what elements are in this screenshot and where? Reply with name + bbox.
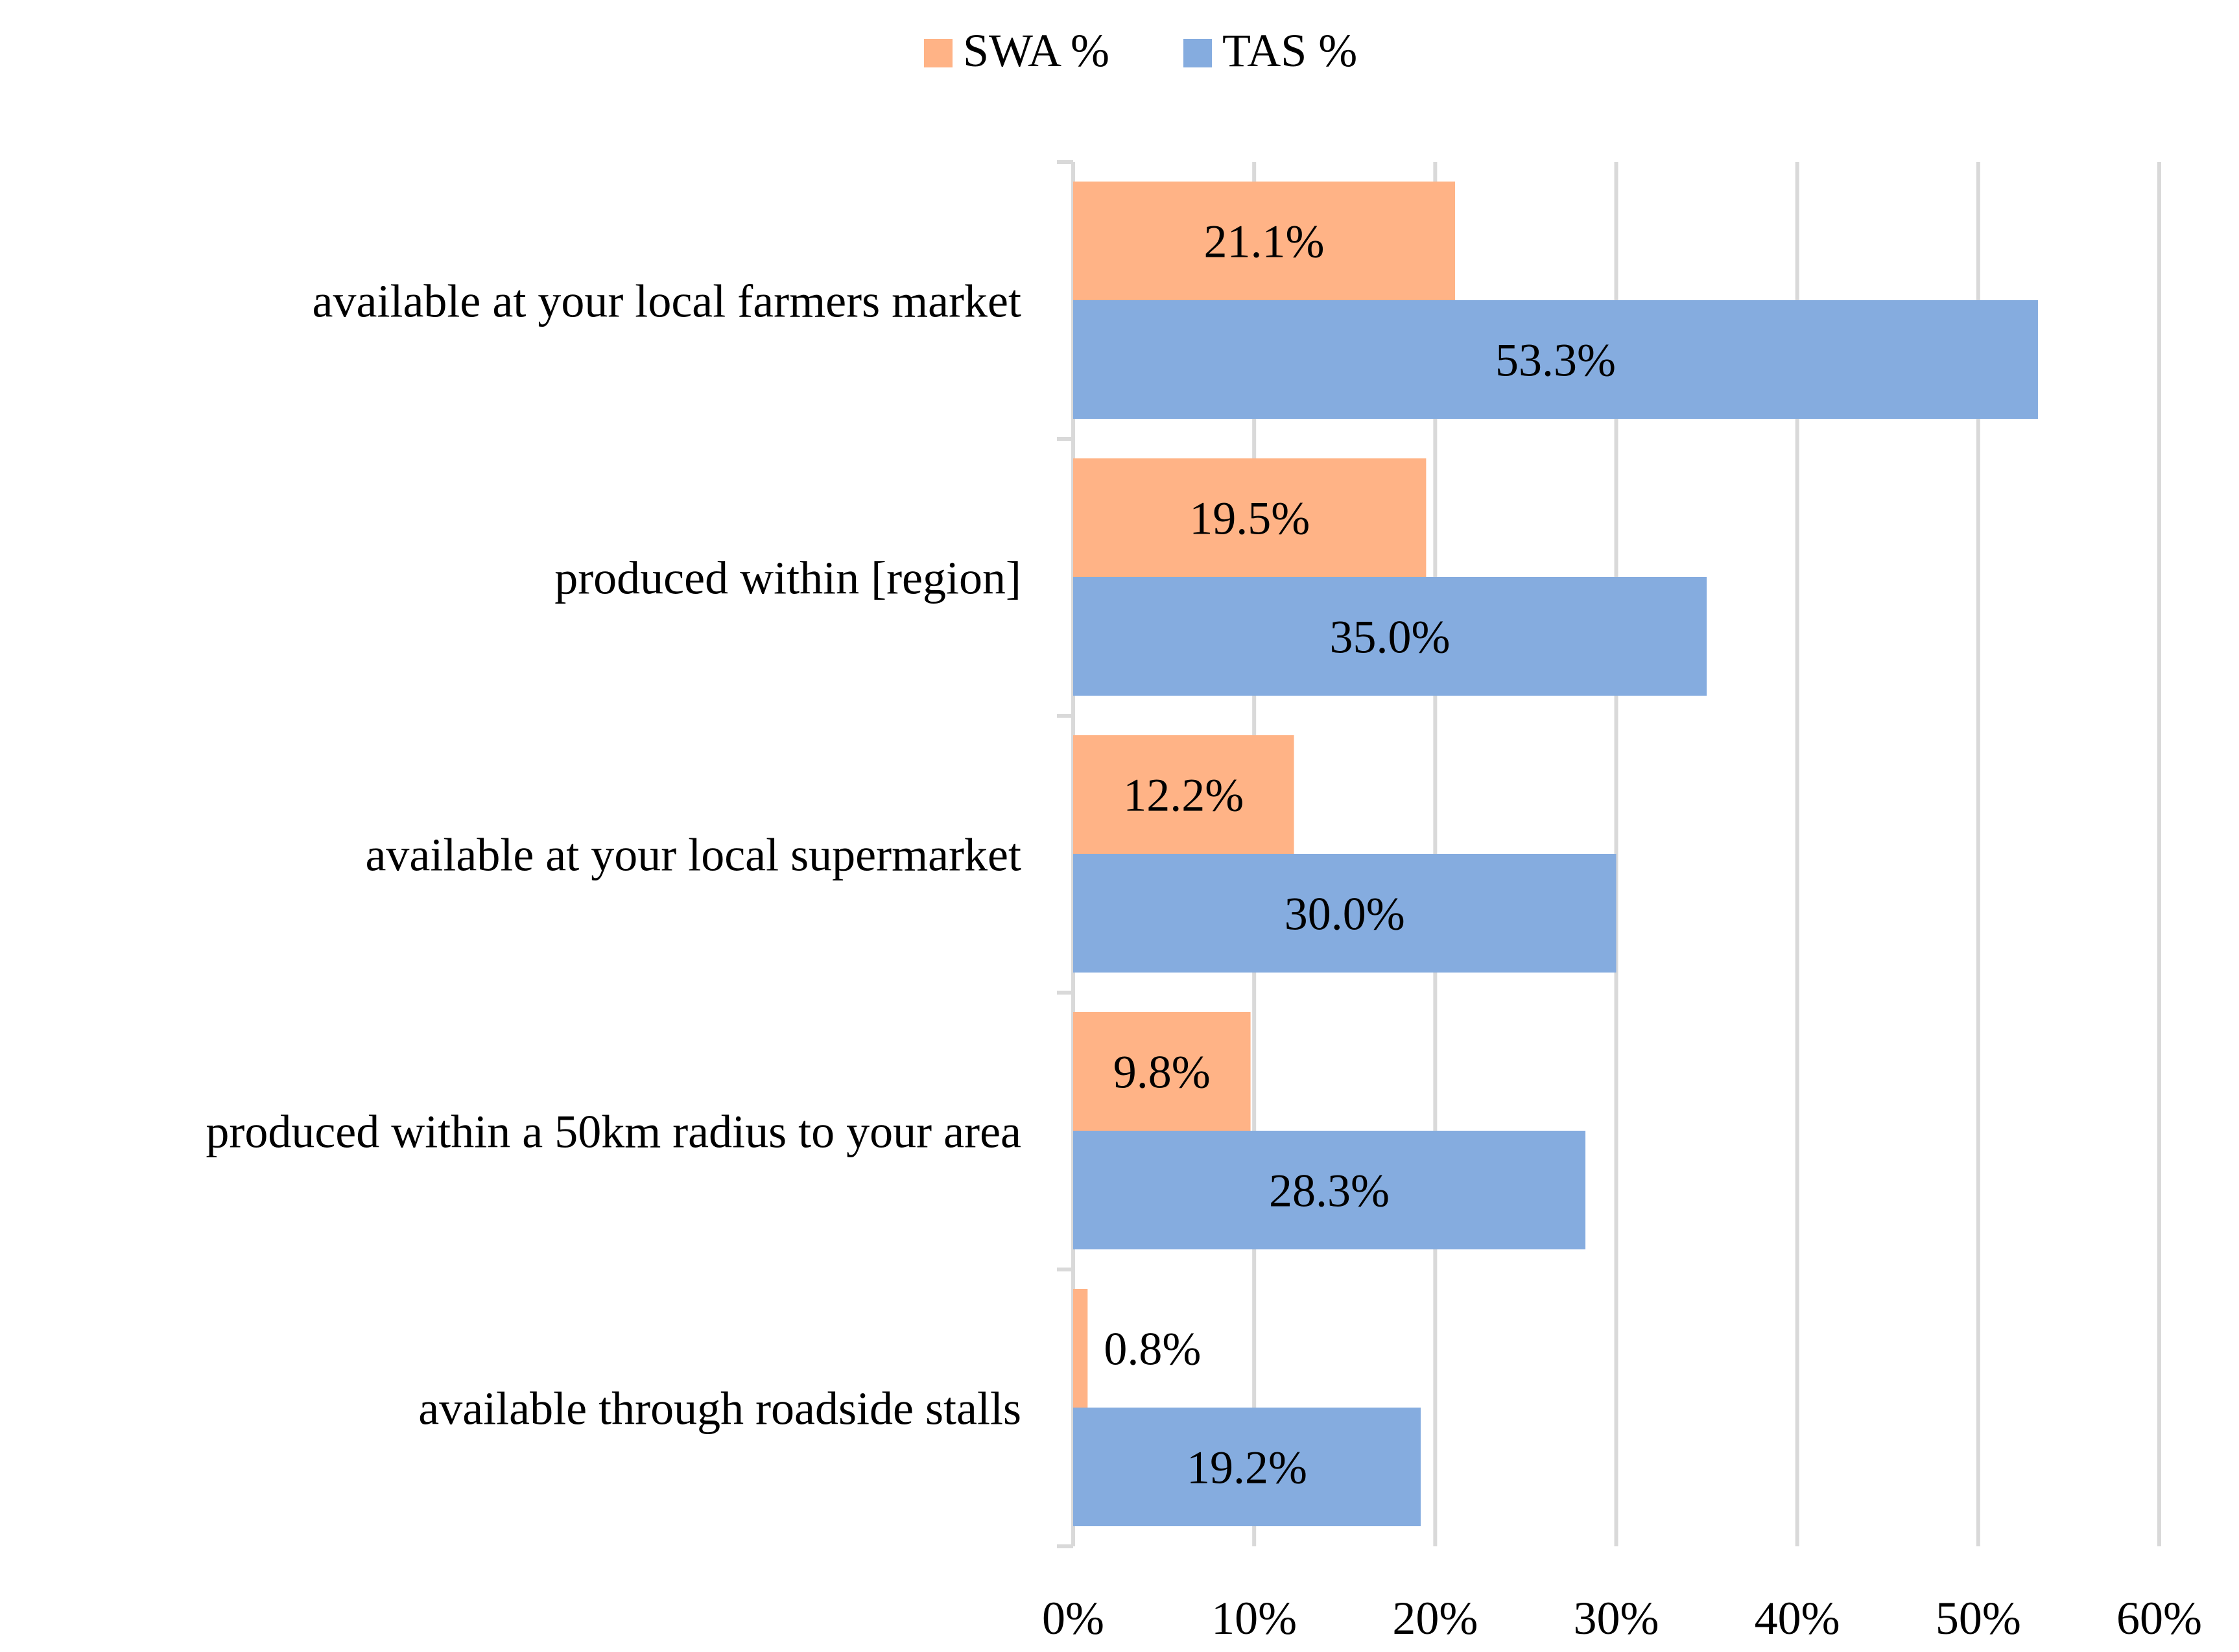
data-label: 0.8% [1104,1323,1201,1375]
category-label: produced within [region] [554,552,1021,604]
labels: 0% 10% 20% 30% 40% 50% 60% available at your lo… [206,216,2202,1645]
bar-tas [1073,854,1617,973]
legend-swatch [924,39,953,67]
category-label: available at your local supermarket [365,829,1021,881]
data-label: 19.5% [1189,493,1310,545]
bar-swa [1073,182,1456,300]
category-label: available at your local farmers market [313,276,1021,327]
bar-swa [1073,458,1427,577]
x-tick-label: 10% [1211,1592,1297,1644]
data-label: 53.3% [1495,335,1616,386]
x-tick-label: 50% [1936,1592,2021,1644]
legend-label: TAS % [1222,25,1357,77]
bars [1073,182,2038,1526]
x-tick-label: 40% [1755,1592,1840,1644]
data-label: 12.2% [1123,770,1244,821]
data-label: 19.2% [1187,1442,1307,1494]
legend-swatch [1183,39,1212,67]
x-tick-label: 60% [2116,1592,2202,1644]
bar-tas [1073,1131,1586,1249]
y-axis [1057,160,1075,1548]
legend: SWA % TAS % [924,25,1357,77]
data-label: 21.1% [1204,216,1325,268]
legend-label: SWA % [963,25,1109,77]
data-label: 30.0% [1285,888,1405,940]
category-label: produced within a 50km radius to your ar… [206,1106,1021,1158]
bar-tas [1073,577,1707,696]
data-label: 28.3% [1269,1165,1390,1217]
x-tick-label: 20% [1392,1592,1478,1644]
bar-tas [1073,300,2038,419]
bar-swa [1073,1012,1251,1131]
data-label: 9.8% [1113,1046,1211,1098]
bar-swa [1073,1289,1088,1408]
bar-swa [1073,735,1294,854]
category-label: available through roadside stalls [418,1383,1021,1435]
x-tick-label: 30% [1574,1592,1659,1644]
bar-tas [1073,1408,1421,1526]
data-label: 35.0% [1330,611,1451,663]
x-tick-label: 0% [1042,1592,1104,1644]
